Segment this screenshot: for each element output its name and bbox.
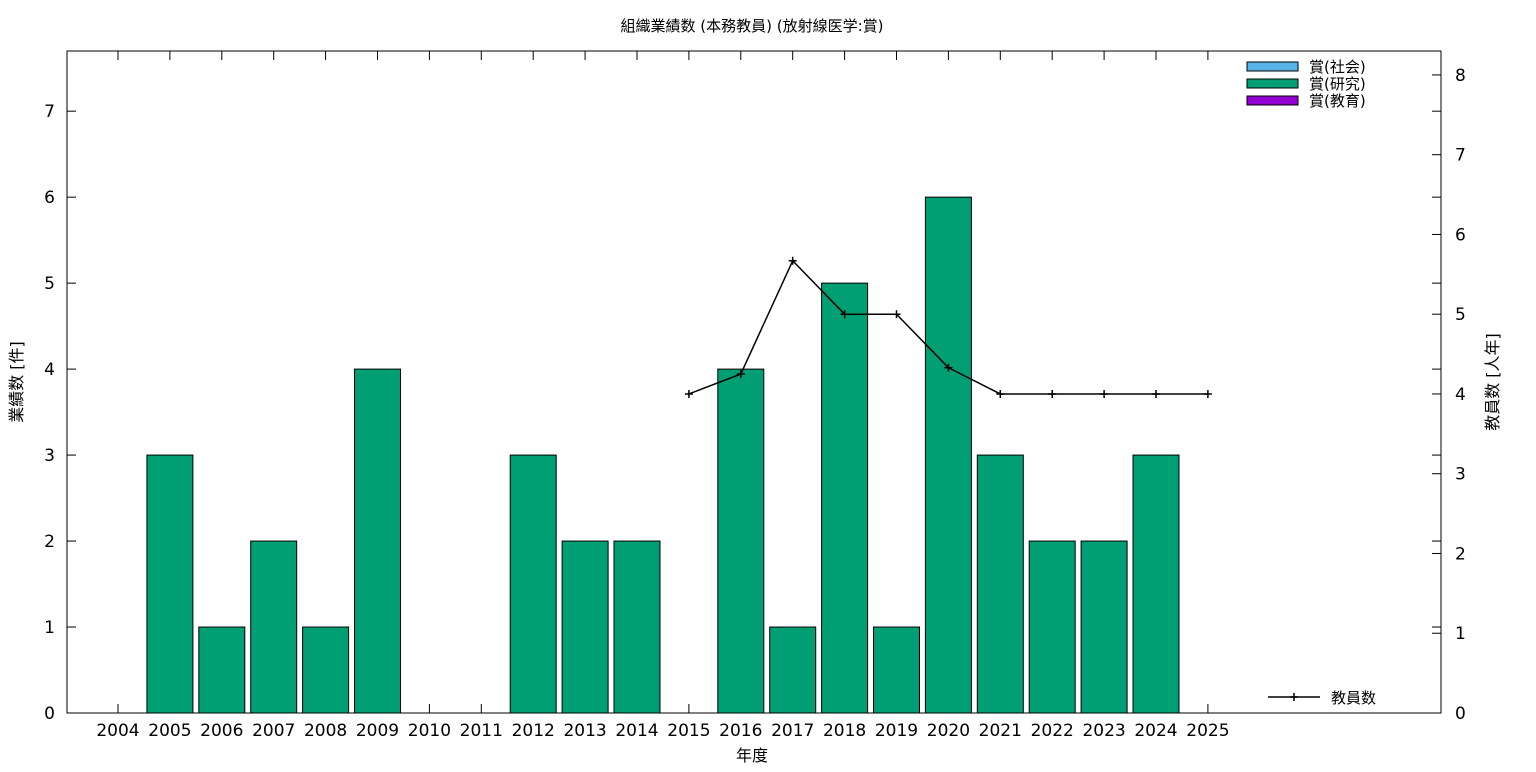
x-tick-label: 2007 [252, 721, 295, 741]
legend-swatch-賞(研究) [1246, 78, 1299, 89]
bar-賞(研究)-2006 [198, 626, 246, 714]
y-tick-label: 0 [44, 704, 55, 724]
y-tick-label: 1 [44, 618, 55, 638]
bar-賞(研究)-2020 [924, 196, 972, 714]
x-tick-label: 2025 [1186, 721, 1229, 741]
x-tick-label: 2005 [148, 721, 191, 741]
y2-tick-label: 4 [1455, 385, 1466, 405]
x-tick-label: 2006 [200, 721, 243, 741]
bar-賞(研究)-2009 [354, 368, 401, 714]
y2-tick-label: 5 [1455, 305, 1466, 325]
bar-賞(研究)-2018 [821, 282, 869, 714]
x-tick-label: 2009 [356, 721, 399, 741]
x-tick-label: 2004 [96, 721, 139, 741]
bar-賞(研究)-2014 [613, 540, 661, 714]
y-tick-label: 3 [44, 446, 55, 466]
x-tick-label: 2015 [667, 721, 710, 741]
bar-賞(研究)-2019 [873, 626, 920, 714]
bar-賞(研究)-2016 [717, 368, 765, 714]
y-tick-label: 2 [44, 532, 55, 552]
legend-label-teachers: 教員数 [1331, 689, 1376, 707]
x-tick-label: 2013 [563, 721, 606, 741]
bar-賞(研究)-2021 [976, 454, 1024, 714]
plot-frame [66, 50, 1442, 714]
x-tick-label: 2022 [1031, 721, 1074, 741]
x-tick-label: 2020 [927, 721, 970, 741]
y2-tick-label: 7 [1455, 146, 1466, 166]
bar-賞(研究)-2013 [561, 540, 609, 714]
bar-賞(研究)-2007 [250, 540, 298, 714]
y2-tick-label: 0 [1455, 704, 1466, 724]
y2-tick-label: 3 [1455, 465, 1466, 485]
legend-label: 賞(教育) [1309, 92, 1366, 110]
x-tick-label: 2017 [771, 721, 814, 741]
y2-tick-label: 1 [1455, 624, 1466, 644]
line-point-2019 [892, 310, 901, 319]
y2-tick-label: 2 [1455, 544, 1466, 564]
line-point-2018 [840, 310, 849, 319]
bar-賞(研究)-2023 [1080, 540, 1128, 714]
x-tick-label: 2014 [615, 721, 658, 741]
x-tick-label: 2023 [1082, 721, 1125, 741]
y-tick-label: 4 [44, 360, 55, 380]
line-point-2023 [1100, 389, 1109, 398]
bar-賞(研究)-2008 [302, 626, 350, 714]
bar-賞(研究)-2024 [1132, 454, 1180, 714]
bar-賞(研究)-2022 [1028, 540, 1076, 714]
line-point-2022 [1048, 389, 1057, 398]
y-tick-label: 5 [44, 274, 55, 294]
x-tick-label: 2011 [460, 721, 503, 741]
bar-賞(研究)-2005 [146, 454, 194, 714]
legend-line-marker [1290, 693, 1298, 701]
x-tick-label: 2010 [408, 721, 451, 741]
x-tick-label: 2024 [1134, 721, 1177, 741]
x-tick-label: 2019 [875, 721, 918, 741]
bar-賞(研究)-2012 [509, 454, 557, 714]
x-tick-label: 2012 [512, 721, 555, 741]
legend-swatch-賞(教育) [1246, 95, 1299, 106]
line-point-2015 [684, 389, 693, 398]
x-axis-label: 年度 [736, 746, 768, 765]
line-point-2021 [996, 389, 1005, 398]
line-point-2025 [1203, 389, 1212, 398]
legend-label: 賞(社会) [1309, 58, 1366, 76]
y-tick-label: 7 [44, 102, 55, 122]
y2-axis-label: 教員数 [人年] [1483, 333, 1502, 431]
x-tick-label: 2021 [979, 721, 1022, 741]
y2-tick-label: 6 [1455, 225, 1466, 245]
y-tick-label: 6 [44, 188, 55, 208]
chart-marks: 0 1 2 3 4 5 6 7 0 1 2 3 4 5 6 7 8 2004 2005 2006 2007 2008 200… [44, 51, 1466, 741]
line-point-2020 [944, 363, 953, 372]
x-tick-label: 2008 [304, 721, 347, 741]
legend-label: 賞(研究) [1309, 75, 1366, 93]
line-point-2016 [736, 370, 745, 379]
line-point-2024 [1152, 389, 1160, 398]
legend-swatch-賞(社会) [1246, 61, 1299, 72]
bar-賞(研究)-2017 [769, 626, 817, 714]
x-tick-label: 2018 [823, 721, 866, 741]
y2-tick-label: 8 [1455, 66, 1466, 86]
y-axis-label: 業績数 [件] [7, 341, 26, 423]
line-point-2017 [788, 256, 797, 265]
chart-title: 組織業績数 (本務教員) (放射線医学:賞) [621, 17, 884, 35]
x-tick-label: 2016 [719, 721, 762, 741]
